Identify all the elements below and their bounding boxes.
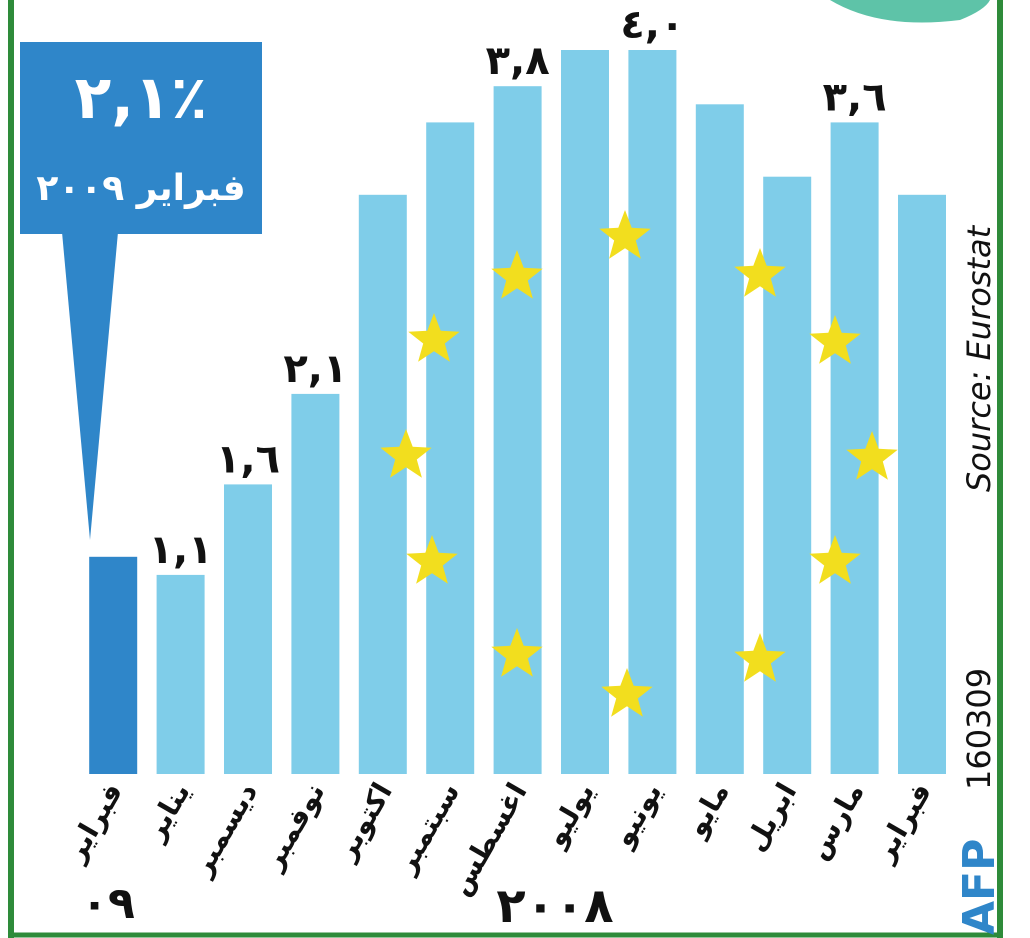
eu-star-icon-3 [809,315,861,364]
graphic-code: 160309 [960,668,998,790]
eu-star-icon-9 [406,535,458,584]
eu-star-icon-1 [599,210,651,259]
callout-value: ٢,١٪ [75,63,208,133]
bar-13 [89,556,138,774]
month-label-2: مارس [801,777,871,865]
bar-6 [561,50,609,774]
bar-12 [156,574,205,774]
month-label-13: فبراير [57,777,129,869]
eu-star-icon-10 [380,429,432,478]
value-label-12: ١,١ [149,527,213,573]
month-label-3: ابريل [738,777,803,857]
month-label-1: فبراير [866,777,938,869]
month-label-5: يونيو [605,777,668,854]
value-label-5: ٤,٠ [620,2,684,48]
month-label-4: مايو [678,777,736,844]
eu-star-icon-11 [408,313,460,362]
month-label-12: يناير [137,777,197,848]
eu-star-icon-12 [491,250,543,299]
eu-star-icon-6 [734,633,786,682]
bar-4 [695,104,744,775]
year-label-2009: ٠٩ [81,878,135,929]
bar-1 [898,194,946,775]
callout-pointer [62,232,118,540]
logo-swirl-decoration [830,0,990,23]
month-label-9: اكتوبر [328,777,399,867]
bar-5 [628,50,677,774]
year-label-2008: ٢٠٠٨ [496,878,613,934]
value-label-7: ٣,٨ [486,38,550,84]
callout-box [20,42,262,234]
bar-8 [426,122,475,774]
callout-subtitle: فبراير ٢٠٠٩ [36,168,245,209]
bar-7 [493,86,542,774]
value-label-11: ١,٦ [216,436,280,482]
eu-star-icon-2 [734,248,786,297]
bar-9 [358,194,407,775]
value-label-10: ٢,١ [283,346,347,392]
bar-10 [291,393,340,774]
month-label-11: ديسمبر [184,777,264,883]
bar-11 [224,484,272,774]
eu-star-icon-5 [809,535,861,584]
agency-logo: AFP [954,839,1005,935]
month-label-6: يوليو [538,777,601,854]
eu-star-icon-7 [601,668,653,717]
eu-star-icon-8 [491,628,543,677]
source-label: Source: Eurostat [960,224,998,492]
value-label-2: ٣,٦ [823,74,887,120]
month-label-10: نوفمبر [255,777,332,877]
eu-star-icon-4 [846,431,898,480]
